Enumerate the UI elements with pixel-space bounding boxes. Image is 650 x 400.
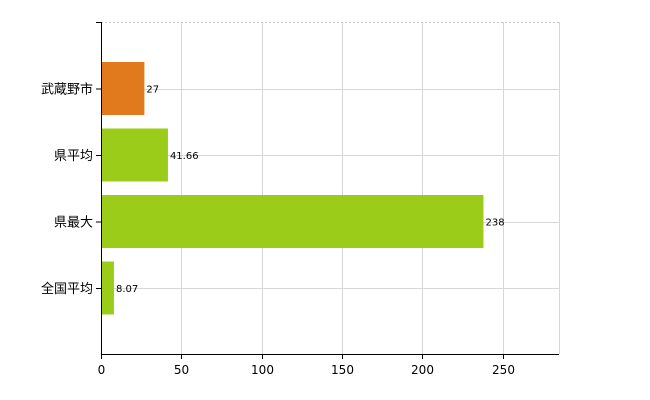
data-label: 27 (146, 85, 159, 96)
category-label: 全国平均 (41, 281, 93, 297)
x-tick-label: 200 (411, 363, 434, 377)
bar (102, 261, 114, 315)
data-label: 8.07 (116, 284, 138, 295)
x-tick-label: 50 (174, 363, 189, 377)
bar (102, 195, 484, 248)
data-label: 41.66 (170, 151, 199, 162)
bar (102, 62, 145, 115)
x-tick-label: 100 (251, 363, 274, 377)
category-label: 武蔵野市 (41, 82, 93, 98)
bar (102, 128, 168, 182)
labels: 27 武蔵野市 41.66 県平均 238 県最大 8.07 全国平均 0 50 100 150 200… (41, 82, 515, 378)
category-label: 県最大 (54, 216, 93, 231)
axes (96, 22, 559, 359)
x-tick-label: 0 (98, 363, 106, 377)
gridlines (101, 22, 560, 354)
bars (102, 62, 484, 315)
category-label: 県平均 (54, 149, 93, 164)
x-tick-label: 250 (492, 363, 515, 377)
x-tick-label: 150 (331, 363, 354, 377)
data-label: 238 (485, 218, 504, 229)
